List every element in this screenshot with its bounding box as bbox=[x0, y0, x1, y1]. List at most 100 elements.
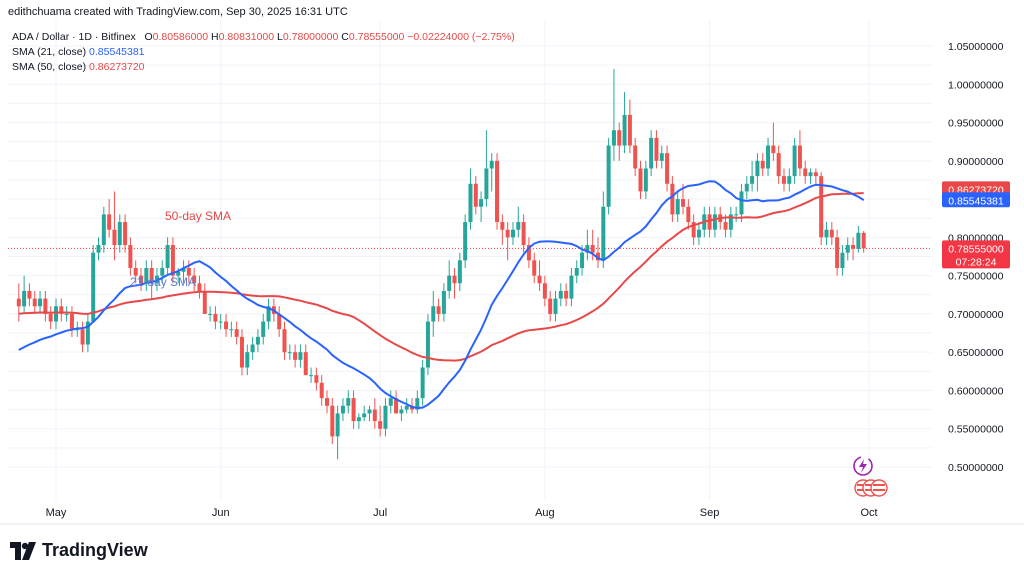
legend-symbol[interactable]: ADA / Dollar · 1D · Bitfinex bbox=[12, 31, 136, 43]
candle-body[interactable] bbox=[675, 199, 680, 215]
candle-body[interactable] bbox=[75, 329, 80, 331]
candle-body[interactable] bbox=[425, 321, 430, 368]
candle-body[interactable] bbox=[585, 245, 590, 253]
candle-body[interactable] bbox=[303, 352, 308, 376]
candles[interactable] bbox=[16, 68, 866, 460]
candle-body[interactable] bbox=[712, 214, 717, 230]
candle-body[interactable] bbox=[399, 409, 404, 414]
candle-body[interactable] bbox=[197, 283, 202, 291]
candle-body[interactable] bbox=[601, 206, 606, 261]
candle-body[interactable] bbox=[165, 245, 170, 268]
candle-body[interactable] bbox=[707, 214, 712, 230]
candle-body[interactable] bbox=[388, 398, 393, 406]
candle-body[interactable] bbox=[484, 168, 489, 200]
candle-body[interactable] bbox=[553, 298, 558, 314]
candle-body[interactable] bbox=[367, 409, 372, 414]
candle-body[interactable] bbox=[861, 232, 866, 249]
candle-body[interactable] bbox=[420, 367, 425, 399]
candle-body[interactable] bbox=[468, 183, 473, 223]
candle-body[interactable] bbox=[128, 245, 133, 268]
candle-body[interactable] bbox=[734, 214, 739, 216]
candle-body[interactable] bbox=[766, 145, 771, 169]
candle-body[interactable] bbox=[489, 160, 494, 169]
candle-body[interactable] bbox=[234, 329, 239, 337]
candle-body[interactable] bbox=[123, 222, 128, 246]
candle-body[interactable] bbox=[808, 172, 813, 177]
candle-body[interactable] bbox=[813, 172, 818, 177]
candle-body[interactable] bbox=[558, 290, 563, 299]
candle-body[interactable] bbox=[54, 306, 58, 322]
candle-body[interactable] bbox=[649, 137, 654, 169]
candle-body[interactable] bbox=[819, 176, 824, 238]
candle-body[interactable] bbox=[516, 222, 521, 230]
candle-body[interactable] bbox=[170, 245, 175, 276]
candle-body[interactable] bbox=[696, 229, 701, 238]
candle-body[interactable] bbox=[346, 398, 351, 406]
candle-body[interactable] bbox=[282, 329, 287, 353]
candle-body[interactable] bbox=[845, 245, 850, 253]
candle-body[interactable] bbox=[824, 229, 829, 238]
candle-body[interactable] bbox=[771, 145, 776, 154]
candle-body[interactable] bbox=[739, 191, 744, 215]
candle-body[interactable] bbox=[261, 321, 266, 337]
candle-body[interactable] bbox=[16, 298, 21, 307]
candle-body[interactable] bbox=[250, 344, 255, 353]
candle-body[interactable] bbox=[139, 275, 144, 284]
candle-body[interactable] bbox=[160, 267, 165, 276]
candle-body[interactable] bbox=[723, 222, 728, 230]
candle-body[interactable] bbox=[510, 229, 515, 238]
candle-body[interactable] bbox=[96, 245, 101, 253]
candle-body[interactable] bbox=[107, 214, 112, 230]
candle-body[interactable] bbox=[840, 252, 845, 268]
candle-body[interactable] bbox=[627, 114, 632, 146]
candle-body[interactable] bbox=[176, 271, 181, 276]
candle-body[interactable] bbox=[654, 137, 659, 161]
economic-events-flags-icon[interactable] bbox=[853, 478, 889, 498]
candle-body[interactable] bbox=[277, 313, 282, 330]
candle-body[interactable] bbox=[266, 306, 271, 322]
candle-body[interactable] bbox=[202, 290, 207, 314]
candle-body[interactable] bbox=[829, 229, 834, 238]
candle-body[interactable] bbox=[335, 413, 340, 437]
candle-body[interactable] bbox=[617, 130, 622, 146]
candle-body[interactable] bbox=[144, 267, 149, 284]
candle-body[interactable] bbox=[362, 413, 367, 418]
candle-body[interactable] bbox=[728, 214, 733, 230]
candle-body[interactable] bbox=[797, 145, 802, 169]
candle-body[interactable] bbox=[372, 409, 377, 422]
candle-body[interactable] bbox=[218, 321, 223, 323]
candle-body[interactable] bbox=[803, 168, 808, 177]
candle-body[interactable] bbox=[314, 375, 319, 383]
candle-body[interactable] bbox=[691, 222, 696, 238]
candle-body[interactable] bbox=[38, 298, 43, 307]
candle-body[interactable] bbox=[835, 237, 840, 268]
candle-body[interactable] bbox=[415, 398, 420, 410]
candle-body[interactable] bbox=[473, 183, 478, 207]
candle-body[interactable] bbox=[670, 183, 675, 215]
candle-body[interactable] bbox=[208, 313, 213, 315]
candle-body[interactable] bbox=[851, 245, 856, 249]
candle-body[interactable] bbox=[181, 267, 186, 272]
candle-body[interactable] bbox=[213, 313, 218, 322]
candle-body[interactable] bbox=[85, 321, 90, 345]
candle-body[interactable] bbox=[325, 398, 329, 406]
candle-body[interactable] bbox=[351, 398, 356, 422]
candle-body[interactable] bbox=[309, 375, 314, 377]
candle-body[interactable] bbox=[606, 145, 611, 207]
candle-body[interactable] bbox=[638, 168, 643, 192]
candle-body[interactable] bbox=[622, 114, 627, 146]
candle-body[interactable] bbox=[787, 176, 792, 184]
candle-body[interactable] bbox=[611, 130, 616, 146]
candle-body[interactable] bbox=[760, 160, 765, 169]
time-axis[interactable]: May Jun Jul Aug Sep Oct bbox=[46, 507, 878, 519]
candle-body[interactable] bbox=[781, 176, 786, 184]
candle-body[interactable] bbox=[64, 313, 69, 315]
candle-body[interactable] bbox=[229, 329, 234, 331]
candle-body[interactable] bbox=[574, 267, 579, 276]
candle-body[interactable] bbox=[80, 329, 85, 345]
candle-body[interactable] bbox=[500, 222, 505, 230]
legend-sma50-row[interactable]: SMA (50, close) 0.86273720 bbox=[12, 61, 145, 73]
candle-body[interactable] bbox=[505, 229, 510, 238]
candle-body[interactable] bbox=[149, 267, 154, 284]
candle-body[interactable] bbox=[776, 153, 781, 177]
